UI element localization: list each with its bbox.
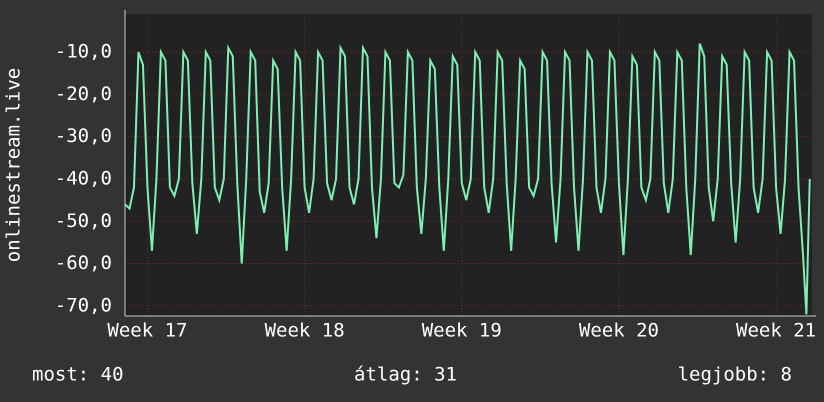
footer-best: legjobb: 8 [678,364,792,386]
y-tick-label: -20,0 [55,83,112,105]
x-tick-label: Week 20 [579,320,659,342]
y-tick-label: -30,0 [55,125,112,147]
data-line [124,43,811,315]
y-axis-label: onlinestream.live [3,68,25,262]
plot-area [125,14,812,316]
y-tick-label: -70,0 [55,294,112,316]
x-tick-label: Week 18 [265,320,345,342]
y-tick-label: -50,0 [55,210,112,232]
x-tick-label: Week 21 [736,320,816,342]
x-tick-label: Week 19 [422,320,502,342]
footer-now: most: 40 [32,364,124,386]
x-tick-label: Week 17 [107,320,187,342]
y-tick-label: -10,0 [55,41,112,63]
footer-avg: átlag: 31 [354,364,457,386]
y-tick-label: -60,0 [55,252,112,274]
y-tick-label: -40,0 [55,167,112,189]
